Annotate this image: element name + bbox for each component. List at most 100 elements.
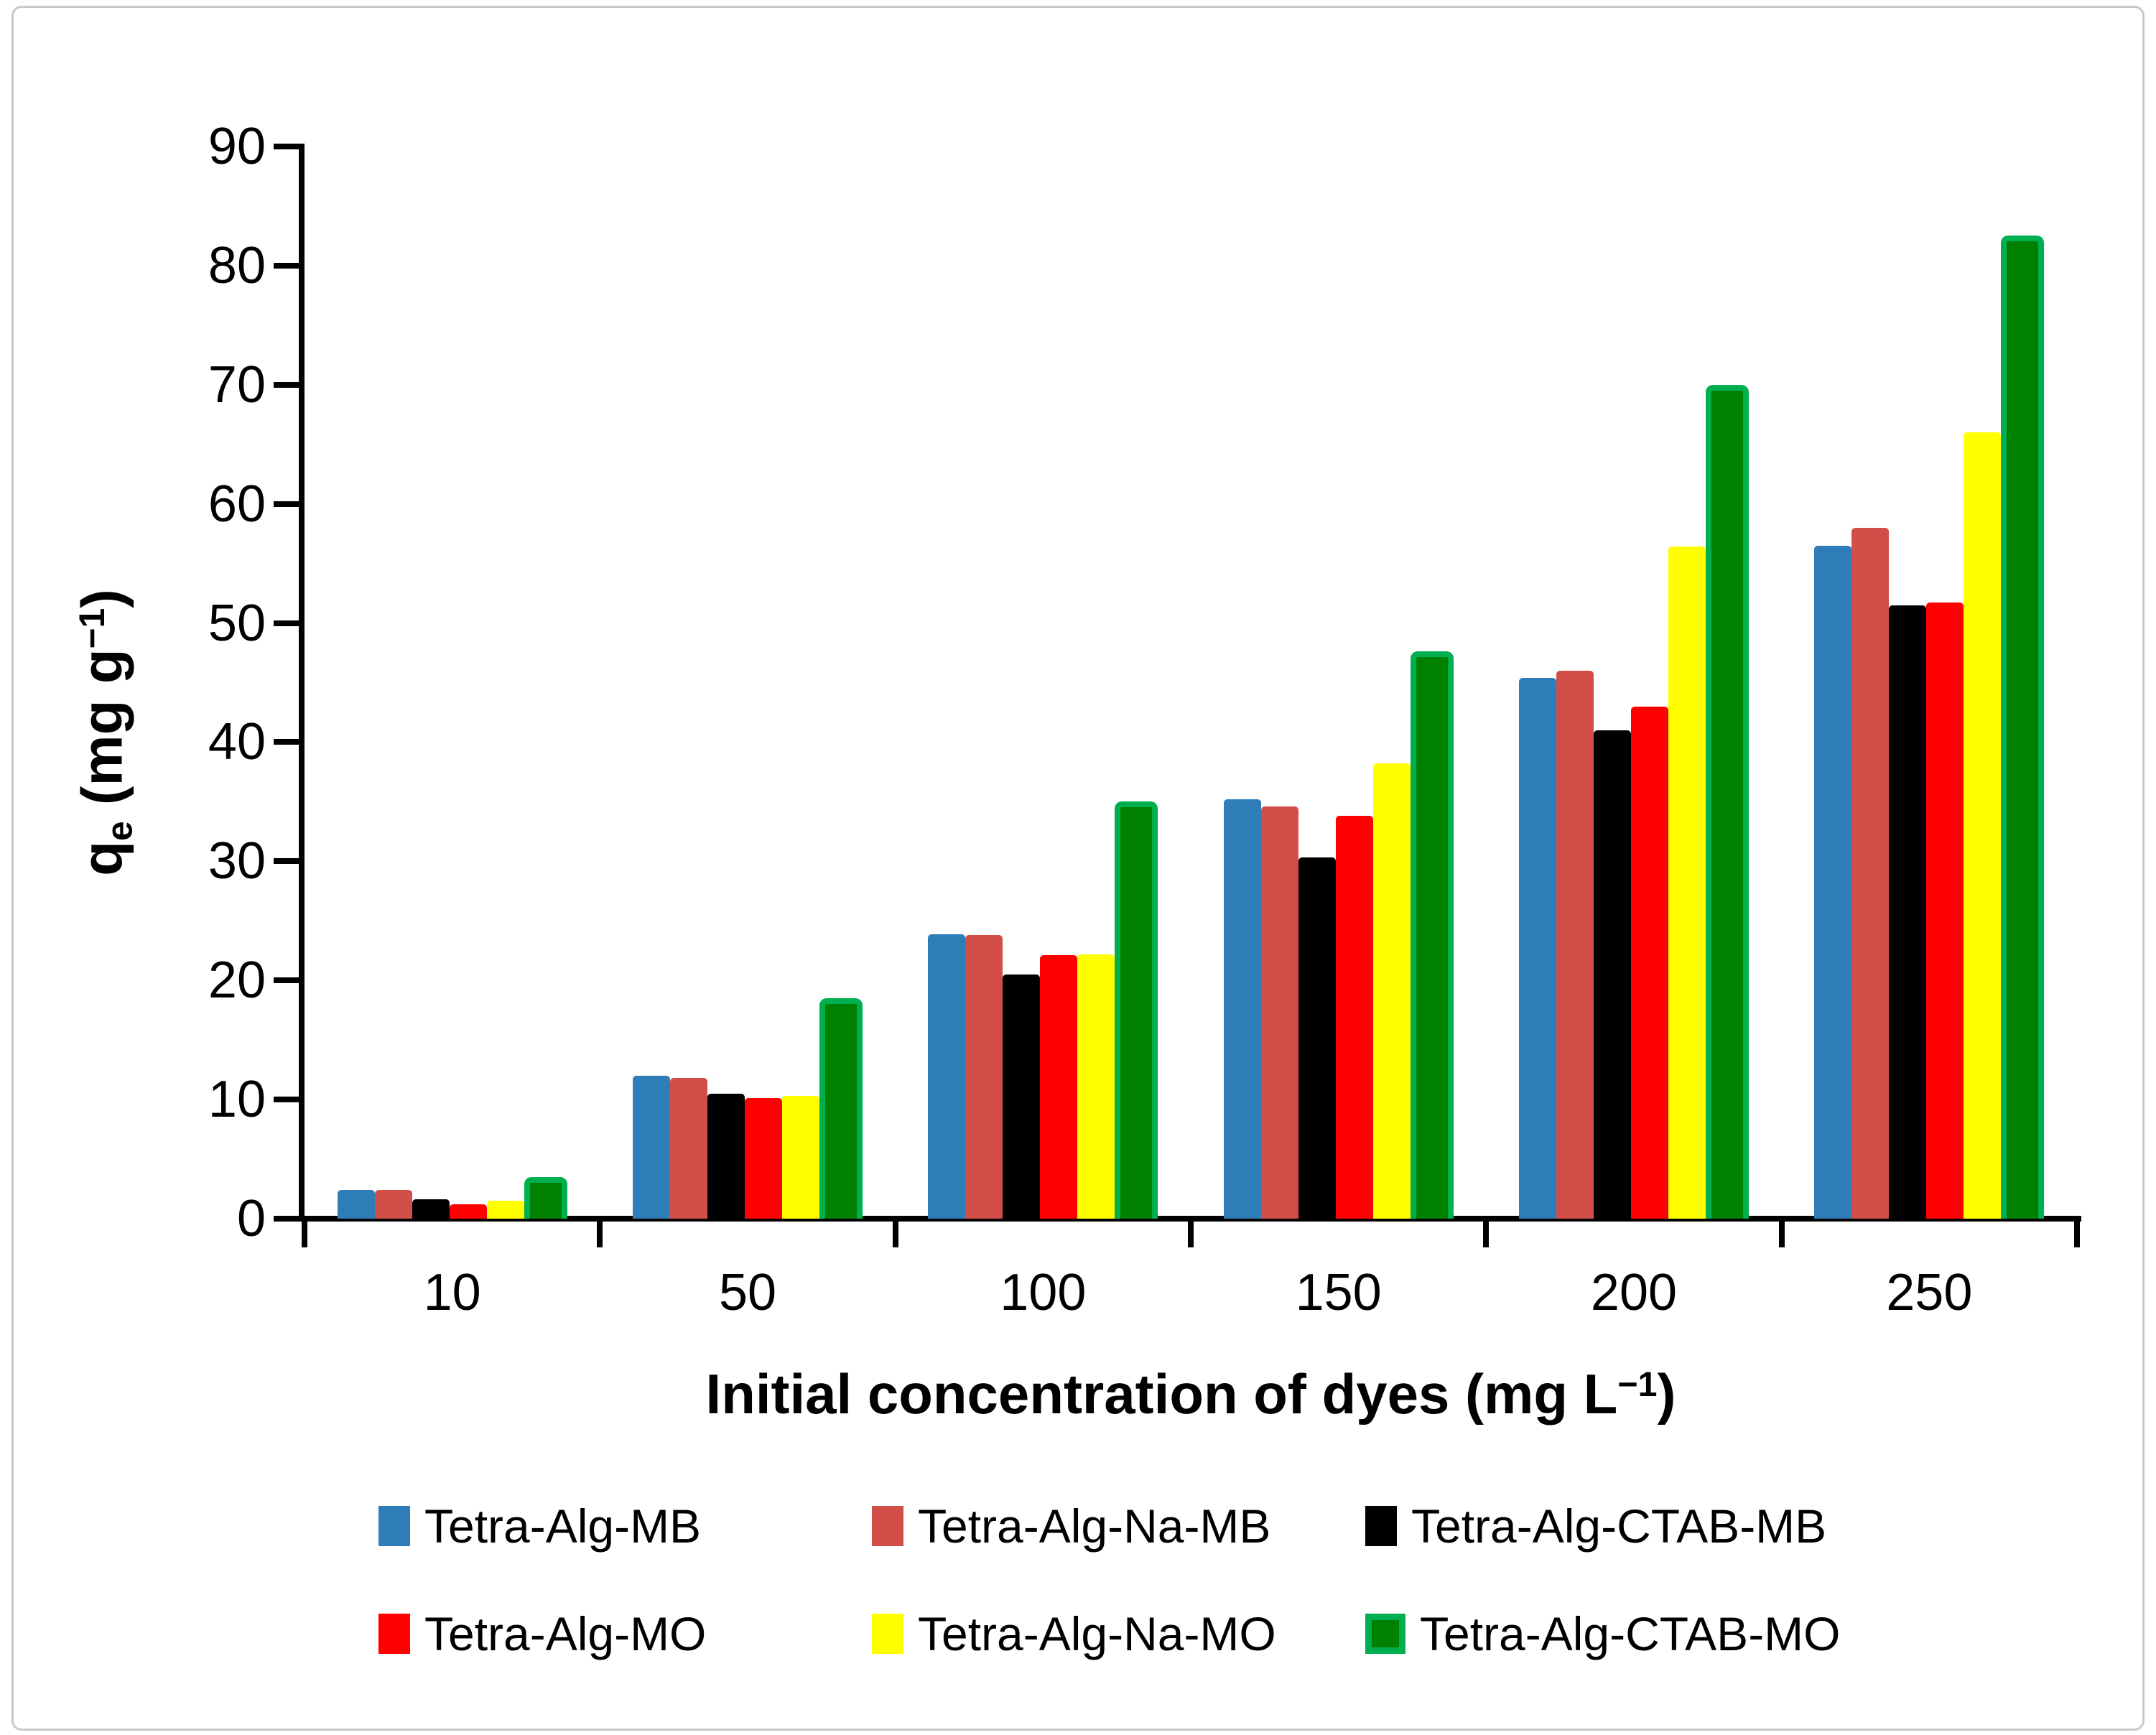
x-tick-0: [302, 1222, 307, 1247]
x-title-superscript: −1: [1617, 1365, 1658, 1404]
y-tick-label-30: 30: [208, 832, 266, 890]
x-tick-4: [1483, 1222, 1490, 1247]
bar-tetra-alg-ctab-mo-150: [1410, 651, 1454, 1219]
legend-item-tetra-alg-ctab-mo: Tetra-Alg-CTAB-MO: [1365, 1609, 1859, 1659]
legend-label-tetra-alg-na-mb: Tetra-Alg-Na-MB: [918, 1499, 1271, 1553]
x-axis-line: [299, 1216, 2081, 1222]
bar-tetra-alg-na-mb-50: [669, 1078, 707, 1219]
y-tick-label-70: 70: [208, 355, 266, 414]
bar-tetra-alg-na-mb-10: [374, 1190, 412, 1219]
x-tick-3: [1188, 1222, 1194, 1247]
bar-tetra-alg-mb-200: [1518, 677, 1556, 1219]
bar-tetra-alg-ctab-mb-200: [1593, 730, 1631, 1219]
y-tick-80: [274, 262, 299, 269]
bar-tetra-alg-mb-100: [928, 934, 966, 1219]
y-tick-90: [274, 144, 299, 149]
legend-label-tetra-alg-na-mo: Tetra-Alg-Na-MO: [918, 1607, 1276, 1660]
legend-row-2: Tetra-Alg-MO Tetra-Alg-Na-MO Tetra-Alg-CTA…: [378, 1609, 1859, 1659]
bar-tetra-alg-na-mb-150: [1260, 806, 1298, 1219]
y-tick-label-90: 90: [208, 118, 266, 175]
bar-group-50: [600, 146, 895, 1219]
x-tick-label-50: 50: [718, 1264, 777, 1321]
bar-tetra-alg-mo-100: [1040, 955, 1078, 1219]
x-tick-1: [597, 1222, 603, 1247]
bar-tetra-alg-mo-50: [744, 1098, 782, 1219]
legend-item-tetra-alg-mo: Tetra-Alg-MO: [378, 1609, 872, 1659]
y-tick-label-80: 80: [208, 236, 266, 294]
legend-item-tetra-alg-na-mo: Tetra-Alg-Na-MO: [872, 1609, 1365, 1659]
bar-tetra-alg-mb-10: [337, 1190, 375, 1219]
y-tick-40: [274, 739, 299, 745]
bar-tetra-alg-ctab-mo-100: [1115, 801, 1158, 1219]
bar-tetra-alg-na-mo-200: [1668, 546, 1706, 1219]
legend-item-tetra-alg-mb: Tetra-Alg-MB: [378, 1501, 872, 1551]
y-tick-50: [274, 620, 299, 626]
x-tick-6: [2074, 1222, 2080, 1247]
legend-marker-tetra-alg-na-mb: [872, 1506, 903, 1546]
y-tick-10: [274, 1097, 299, 1103]
y-tick-label-20: 20: [208, 952, 266, 1010]
y-axis-line: [299, 144, 305, 1222]
bar-tetra-alg-ctab-mo-50: [819, 998, 863, 1219]
legend-label-tetra-alg-mo: Tetra-Alg-MO: [424, 1607, 707, 1660]
bar-tetra-alg-mb-50: [632, 1075, 670, 1219]
bar-tetra-alg-mb-250: [1814, 545, 1852, 1219]
bar-tetra-alg-na-mo-150: [1372, 763, 1411, 1219]
bar-tetra-alg-na-mo-50: [781, 1096, 819, 1219]
x-tick-label-100: 100: [1000, 1264, 1087, 1321]
y-tick-label-50: 50: [208, 594, 266, 652]
bar-group-250: [1782, 146, 2077, 1219]
legend-item-tetra-alg-ctab-mb: Tetra-Alg-CTAB-MB: [1365, 1501, 1859, 1551]
bar-group-100: [896, 146, 1191, 1219]
x-tick-5: [1778, 1222, 1785, 1247]
bar-tetra-alg-na-mb-250: [1851, 527, 1890, 1219]
bar-tetra-alg-ctab-mo-200: [1705, 384, 1749, 1219]
bar-tetra-alg-ctab-mb-10: [412, 1199, 450, 1219]
bar-tetra-alg-mb-150: [1223, 799, 1261, 1219]
x-tick-label-150: 150: [1295, 1264, 1382, 1321]
bar-tetra-alg-ctab-mb-150: [1298, 857, 1336, 1219]
x-axis-title: Initial concentration of dyes (mg L−1): [305, 1352, 2077, 1427]
legend-label-tetra-alg-ctab-mo: Tetra-Alg-CTAB-MO: [1420, 1607, 1841, 1660]
bar-tetra-alg-na-mb-200: [1556, 670, 1594, 1219]
legend-label-tetra-alg-ctab-mb: Tetra-Alg-CTAB-MB: [1411, 1499, 1827, 1553]
bar-tetra-alg-na-mb-100: [965, 935, 1003, 1219]
bar-tetra-alg-mo-200: [1630, 706, 1668, 1219]
bar-tetra-alg-ctab-mo-10: [524, 1176, 567, 1219]
bar-tetra-alg-na-mo-250: [1964, 432, 2002, 1219]
bar-tetra-alg-ctab-mo-250: [2001, 236, 2045, 1219]
bar-tetra-alg-mo-150: [1335, 816, 1373, 1219]
y-tick-0: [274, 1216, 299, 1222]
bar-tetra-alg-mo-250: [1926, 603, 1964, 1219]
bar-tetra-alg-ctab-mb-250: [1889, 605, 1927, 1219]
legend-marker-tetra-alg-ctab-mo: [1365, 1614, 1405, 1654]
legend-marker-tetra-alg-mo: [378, 1614, 410, 1654]
legend-label-tetra-alg-mb: Tetra-Alg-MB: [424, 1499, 702, 1553]
y-tick-label-40: 40: [208, 713, 266, 771]
y-tick-label-0: 0: [236, 1190, 266, 1247]
bar-tetra-alg-na-mo-10: [486, 1201, 524, 1219]
bar-group-10: [305, 146, 600, 1219]
y-tick-60: [274, 501, 299, 507]
bar-tetra-alg-ctab-mb-50: [707, 1093, 745, 1219]
legend-marker-tetra-alg-ctab-mb: [1365, 1506, 1397, 1546]
y-tick-30: [274, 858, 299, 865]
legend-item-tetra-alg-na-mb: Tetra-Alg-Na-MB: [872, 1501, 1365, 1551]
legend-row-1: Tetra-Alg-MB Tetra-Alg-Na-MB Tetra-Alg-CTA…: [378, 1501, 1859, 1551]
legend-marker-tetra-alg-mb: [378, 1506, 410, 1546]
y-tick-70: [274, 381, 299, 388]
x-tick-label-10: 10: [423, 1264, 481, 1321]
x-tick-label-250: 250: [1886, 1264, 1973, 1321]
bar-group-150: [1191, 146, 1486, 1219]
y-tick-20: [274, 977, 299, 984]
y-tick-label-10: 10: [208, 1071, 266, 1129]
x-tick-label-200: 200: [1590, 1264, 1678, 1321]
bar-tetra-alg-na-mo-100: [1077, 954, 1115, 1219]
x-title-close: ): [1657, 1362, 1676, 1426]
bar-tetra-alg-mo-10: [449, 1204, 487, 1219]
bar-tetra-alg-ctab-mb-100: [1003, 974, 1041, 1219]
bar-group-200: [1486, 146, 1781, 1219]
x-title-text: Initial concentration of dyes (mg L: [705, 1362, 1618, 1426]
y-tick-label-60: 60: [208, 475, 266, 533]
